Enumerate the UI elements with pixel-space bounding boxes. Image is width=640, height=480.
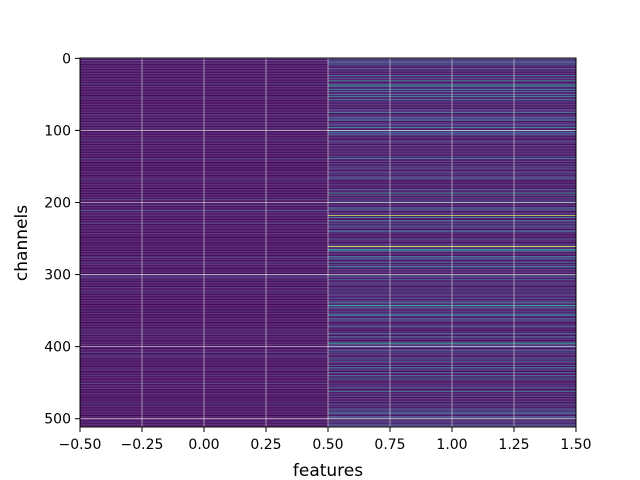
y-axis-label: channels [12,205,32,281]
x-tick-label: 0.25 [250,437,281,453]
x-axis-label: features [293,461,363,480]
x-axis: −0.50 −0.25 0.00 0.25 0.50 0.75 1.00 1.25 1.50 [59,427,592,453]
y-tick-label: 300 [44,268,71,284]
y-tick-label: 0 [62,51,71,67]
x-tick-label: 0.50 [312,437,343,453]
y-tick-label: 200 [44,196,71,212]
y-tick-label: 400 [44,340,71,356]
x-tick-label: 1.00 [436,437,467,453]
x-tick-label: 1.25 [498,437,529,453]
x-tick-label: 1.50 [560,437,591,453]
x-tick-label: 0.00 [188,437,219,453]
x-tick-label: 0.75 [374,437,405,453]
y-tick-label: 100 [44,123,71,139]
x-tick-label: −0.25 [121,437,164,453]
plot-area [79,57,577,428]
y-axis: 0 100 200 300 400 500 [44,51,80,428]
y-tick-label: 500 [44,412,71,428]
x-tick-label: −0.50 [59,437,102,453]
